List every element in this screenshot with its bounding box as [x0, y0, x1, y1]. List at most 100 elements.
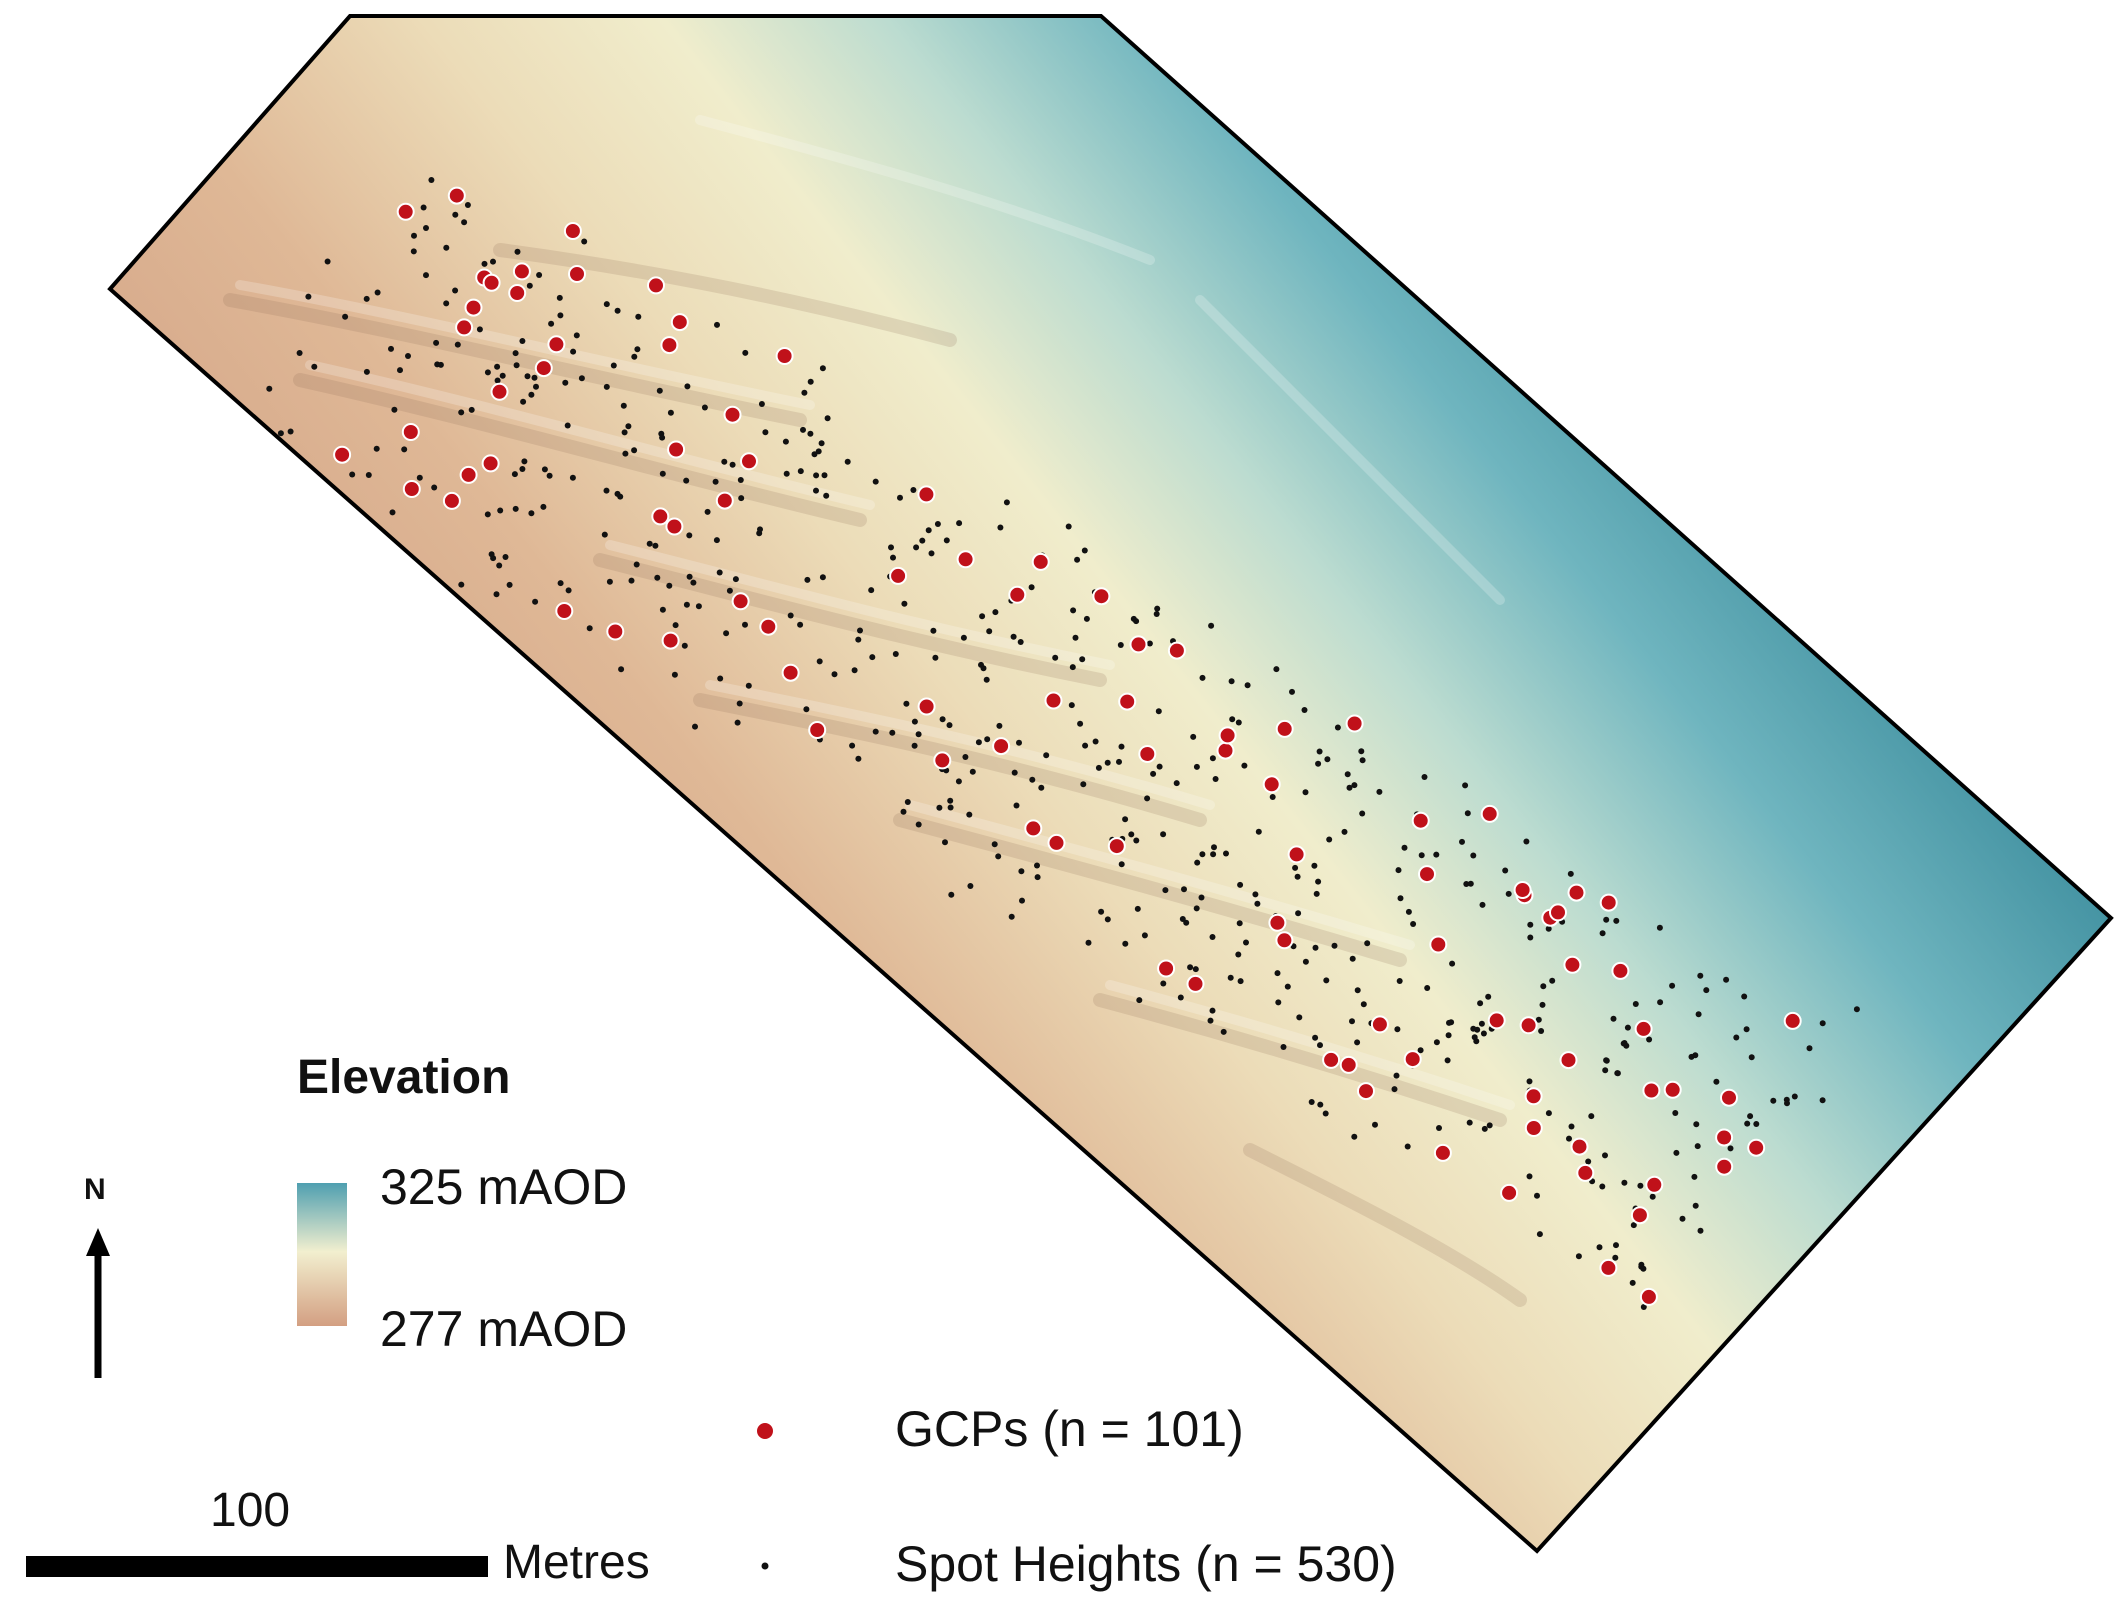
spot-height-point [1179, 916, 1186, 922]
spot-height-point [684, 383, 691, 390]
spot-height-point [1083, 615, 1090, 622]
spot-height-point [1401, 844, 1408, 851]
spot-height-point [1358, 748, 1365, 755]
spot-height-point [1043, 752, 1050, 759]
spot-height-point [614, 307, 621, 314]
spot-height-point [1351, 1133, 1358, 1140]
gcp-point [482, 273, 501, 292]
gcp-point [992, 737, 1011, 756]
spot-height-point [962, 754, 969, 760]
spot-height-point [1649, 1193, 1656, 1200]
spot-height-point [1038, 784, 1045, 791]
spot-height-point [800, 426, 806, 433]
spot-height-point [889, 729, 896, 736]
spot-height-point [734, 719, 741, 726]
spot-height-point [726, 587, 733, 594]
spot-height-point [1410, 921, 1417, 927]
spot-height-point [1596, 1244, 1603, 1251]
gcp-point [1157, 959, 1176, 978]
spot-height-point [1585, 1158, 1592, 1165]
gcp-point [723, 405, 742, 424]
spot-height-point [1446, 1019, 1452, 1026]
spot-height-point [667, 409, 674, 416]
spot-height-point [797, 468, 804, 475]
spot-height-point [943, 537, 950, 544]
spot-height-point [1481, 1125, 1488, 1132]
spot-height-point [1312, 944, 1319, 951]
spot-height-point [411, 232, 417, 239]
spot-height-point [997, 524, 1004, 531]
spot-height-point [452, 287, 459, 294]
spot-height-point [1173, 780, 1180, 787]
spot-height-point [1391, 1086, 1398, 1093]
spot-height-point [1141, 932, 1148, 939]
gcp-point [1433, 1143, 1452, 1162]
survey-area-outline [107, 14, 2114, 1554]
spot-height-point [621, 429, 628, 436]
gcp-point [396, 202, 415, 221]
spot-height-point [1418, 852, 1425, 859]
spot-height-point [514, 248, 521, 255]
spot-height-point [1192, 966, 1199, 973]
gcp-point [402, 480, 421, 498]
gcp-point [670, 313, 689, 332]
spot-height-point [1302, 789, 1309, 796]
gcp-point [651, 507, 670, 526]
gcp-point [1570, 1137, 1589, 1156]
spot-height-point [1324, 756, 1331, 763]
spot-height-point [1405, 908, 1412, 915]
spot-height-point [1351, 782, 1358, 789]
spot-height-point [1624, 1024, 1631, 1031]
spot-height-point [1723, 976, 1730, 983]
spot-height-point [1417, 1047, 1424, 1054]
spot-height-point [1236, 920, 1243, 927]
spot-height-point [541, 466, 548, 473]
spot-height-point [1753, 1121, 1760, 1127]
spot-height-point [342, 313, 349, 320]
spot-height-point [1085, 939, 1092, 946]
spot-height-point [1697, 972, 1704, 979]
spot-height-point [296, 350, 303, 356]
spot-height-point [1614, 1070, 1621, 1077]
spot-height-point [562, 379, 569, 386]
gcp-point [1599, 893, 1618, 912]
spot-height-point [493, 591, 500, 598]
spot-height-point [1241, 762, 1248, 769]
spot-height-point [1237, 881, 1244, 888]
spot-height-point [1292, 864, 1299, 871]
spot-height-point [423, 272, 429, 279]
spot-height-point [813, 487, 819, 494]
gcp-point [889, 566, 908, 585]
spot-height-point [991, 841, 998, 848]
spot-height-point [948, 891, 955, 898]
gcp-point [660, 336, 679, 355]
gcp-point [447, 186, 466, 205]
spot-height-point [1237, 978, 1244, 985]
spot-height-point [900, 808, 907, 815]
spot-height-point [823, 492, 830, 499]
spot-height-point [1602, 1067, 1609, 1074]
spot-height-point [494, 363, 501, 370]
spot-height-point [1545, 925, 1552, 932]
spot-height-point [683, 477, 690, 484]
spot-height-point [1229, 716, 1236, 723]
spot-height-point [1311, 862, 1318, 869]
spot-height-point [1621, 1179, 1628, 1186]
spot-height-point [936, 804, 943, 811]
spot-height-point [723, 630, 730, 637]
spot-height-point [1295, 910, 1302, 917]
spot-height-point [1244, 682, 1251, 689]
spot-height-point [1349, 1018, 1355, 1025]
gcp-point [442, 491, 461, 510]
spot-height-point [1070, 607, 1077, 614]
spot-height-point [1791, 1093, 1798, 1100]
spot-height-point [1819, 1097, 1826, 1104]
spot-height-point [610, 362, 617, 369]
spot-height-point [897, 494, 903, 501]
spot-height-point [1080, 781, 1087, 788]
spot-height-point [1028, 584, 1035, 591]
gcp-point [808, 721, 827, 739]
spot-height-point [783, 470, 790, 477]
spot-height-point [573, 332, 580, 339]
spot-height-point [512, 505, 519, 512]
